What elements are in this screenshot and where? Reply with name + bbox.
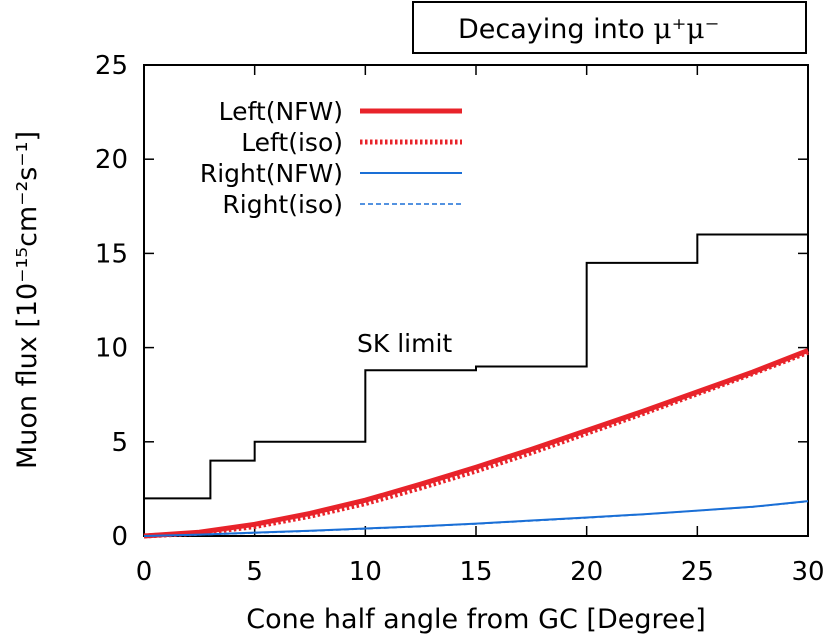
series-group <box>143 348 809 539</box>
legend-label: Right(NFW) <box>200 159 343 188</box>
x-tick-label: 15 <box>459 557 492 587</box>
legend-label: Right(iso) <box>222 190 343 219</box>
x-tick-label: 0 <box>136 557 153 587</box>
y-axis-label: Muon flux [10⁻¹⁵cm⁻²s⁻¹] <box>12 131 43 469</box>
x-tick-label: 10 <box>349 557 382 587</box>
y-tick-label: 15 <box>95 239 128 269</box>
y-tick-label: 0 <box>111 522 128 552</box>
x-axis-label: Cone half angle from GC [Degree] <box>246 604 706 635</box>
series-line-left-nfw <box>143 348 809 539</box>
y-tick-label: 10 <box>95 334 128 364</box>
title-text: Decaying into μ⁺μ⁻ <box>458 12 719 45</box>
title-math: μ⁺μ⁻ <box>653 12 719 45</box>
chart-title: Decaying into μ⁺μ⁻ <box>412 1 807 54</box>
sk-limit-label: SK limit <box>357 329 452 358</box>
y-tick-label: 5 <box>111 428 128 458</box>
x-tick-label: 25 <box>681 557 714 587</box>
axis-ticks <box>143 64 809 537</box>
sk-limit-path <box>144 233 808 500</box>
series-line-left-iso <box>143 349 809 539</box>
title-box <box>412 1 807 54</box>
tick-labels: 0 5 10 15 20 25 30 0 5 10 15 20 25 <box>95 51 825 587</box>
legend-label: Left(iso) <box>241 128 343 157</box>
x-tick-label: 5 <box>246 557 263 587</box>
y-tick-label: 25 <box>95 51 128 81</box>
x-tick-label: 30 <box>791 557 824 587</box>
legend-label: Left(NFW) <box>219 97 343 126</box>
x-tick-label: 20 <box>570 557 603 587</box>
series-line-right-iso <box>143 500 809 537</box>
sk-limit-line <box>144 233 808 500</box>
y-tick-label: 20 <box>95 145 128 175</box>
title-prefix: Decaying into <box>458 14 653 45</box>
legend: Left(NFW)Left(iso)Right(NFW)Right(iso) <box>200 97 462 219</box>
